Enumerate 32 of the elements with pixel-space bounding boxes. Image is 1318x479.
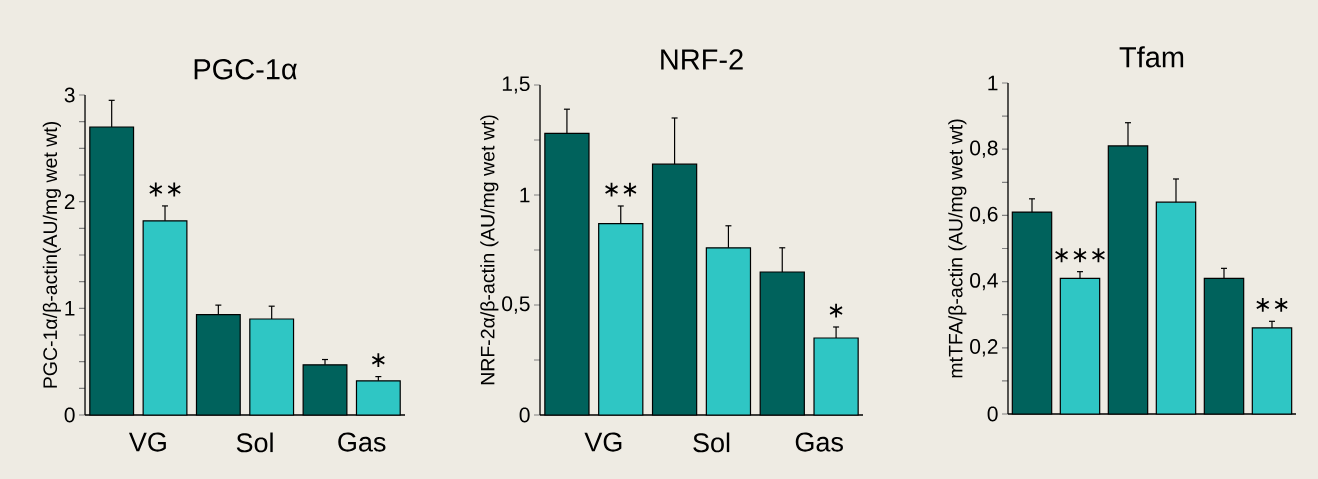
x-tick-label: Gas	[795, 432, 843, 452]
annotation: ∗	[371, 353, 385, 368]
x-tick-label: Sol	[693, 432, 730, 453]
y-tick-label: 3	[64, 87, 75, 103]
y-tick-label: 0,8	[970, 140, 998, 158]
y-axis-title: mtTFA/β-actin (AU/mg wet wt)	[948, 119, 967, 378]
x-tick-label: VG	[128, 432, 166, 452]
y-tick-label: 0,4	[970, 272, 998, 291]
y-tick-label: 1	[65, 301, 75, 316]
annotation: ∗∗	[149, 182, 181, 197]
y-tick-label: 0	[987, 406, 998, 422]
y-tick-label: 1	[988, 75, 998, 91]
annotation: ∗	[829, 303, 843, 318]
y-tick-label: 1	[520, 187, 530, 203]
annotation: ∗∗∗	[1055, 248, 1105, 263]
chart-title: Tfam	[1119, 46, 1184, 68]
annotation: ∗∗	[1256, 297, 1288, 312]
chart-title: NRF-2	[661, 49, 743, 70]
y-tick-label: 0,5	[502, 296, 530, 314]
x-tick-label: Gas	[338, 432, 386, 452]
x-tick-label: VG	[584, 432, 622, 452]
y-axis-title: PGC-1α/β-actin(AU/mg wet wt)	[42, 122, 61, 388]
y-tick-label: 2	[64, 194, 75, 209]
y-tick-label: 0,6	[970, 206, 998, 225]
y-tick-label: 1,5	[502, 76, 530, 94]
y-tick-label: 0,2	[970, 339, 998, 357]
y-tick-label: 0	[519, 407, 530, 423]
y-tick-label: 0	[64, 407, 75, 423]
x-tick-label: Sol	[236, 432, 273, 453]
y-axis-title: NRF-2α/β-actin (AU/mg wet wt)	[480, 115, 499, 385]
annotation: ∗∗	[605, 182, 637, 197]
chart-title: PGC-1α	[194, 58, 297, 80]
